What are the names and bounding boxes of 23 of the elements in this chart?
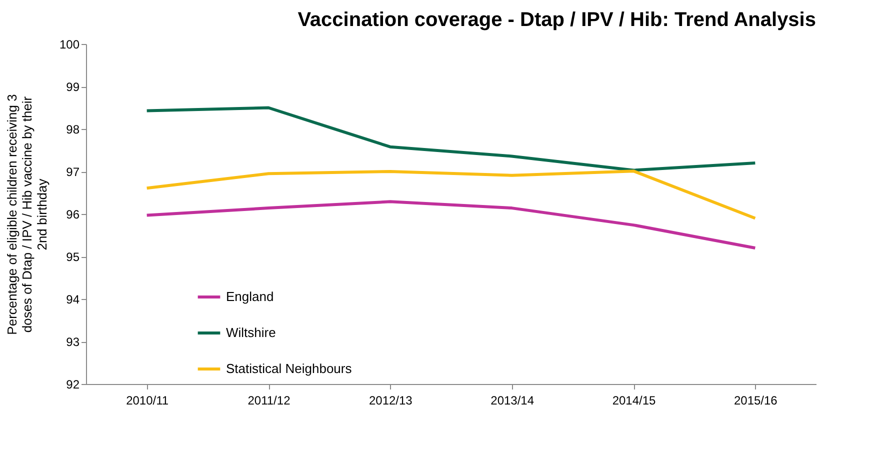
line-series xyxy=(145,170,757,220)
x-tick-label: 2015/16 xyxy=(734,394,778,408)
y-tick-label: 93 xyxy=(66,335,80,349)
x-tick-label: 2010/11 xyxy=(126,394,169,408)
chart-title: Vaccination coverage - Dtap / IPV / Hib: Trend Analysis xyxy=(298,9,816,31)
y-tick-label: 99 xyxy=(66,80,80,94)
legend-label: England xyxy=(226,289,274,304)
line-series xyxy=(145,200,757,250)
y-axis-title: Percentage of eligible children receiving 3 doses of Dtap / IPV / Hib vaccine by their 2nd birthday xyxy=(4,94,50,335)
x-tick-label: 2011/12 xyxy=(248,394,291,408)
y-tick-label: 100 xyxy=(59,38,80,52)
y-tick-label: 92 xyxy=(66,378,80,392)
x-tick-label: 2013/14 xyxy=(490,394,534,408)
y-tick-label: 96 xyxy=(66,208,80,222)
line-series xyxy=(145,106,757,172)
y-tick-label: 94 xyxy=(66,292,80,306)
x-tick-label: 2012/13 xyxy=(368,394,413,408)
y-tick-label: 95 xyxy=(66,250,80,264)
y-tick-label: 97 xyxy=(66,165,80,179)
x-tick-label: 2014/15 xyxy=(612,394,656,408)
legend-label: Statistical Neighbours xyxy=(226,361,352,376)
legend-label: Wiltshire xyxy=(226,325,276,340)
y-tick-label: 98 xyxy=(66,122,80,136)
